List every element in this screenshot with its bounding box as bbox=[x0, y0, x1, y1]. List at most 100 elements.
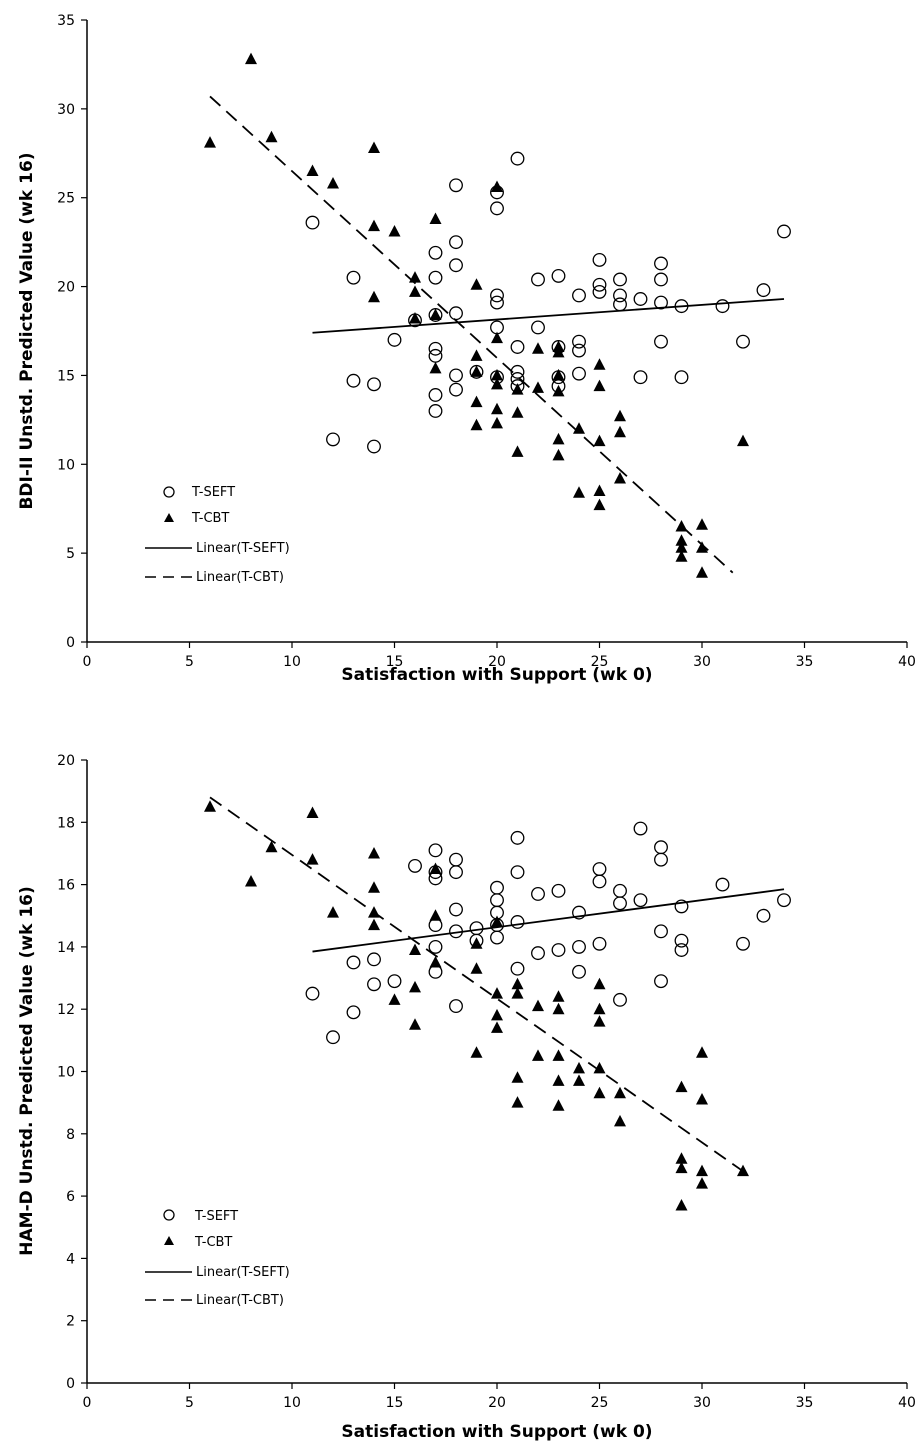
point-t-cbt bbox=[368, 906, 380, 918]
point-t-seft bbox=[551, 883, 566, 898]
x-tick-label: 35 bbox=[796, 1395, 814, 1411]
point-t-cbt bbox=[470, 395, 483, 408]
point-t-seft bbox=[449, 178, 463, 193]
legend-label-t-seft: T-SEFT bbox=[191, 485, 235, 500]
y-ticks: 0 5 10 15 20 25 30 35 bbox=[57, 13, 87, 651]
point-t-seft bbox=[387, 974, 402, 989]
x-tick-label: 40 bbox=[898, 1395, 916, 1411]
point-t-cbt bbox=[675, 519, 688, 532]
y-tick-label: 35 bbox=[57, 13, 75, 29]
point-t-seft bbox=[428, 245, 443, 260]
point-t-cbt bbox=[388, 993, 401, 1005]
point-t-seft bbox=[551, 268, 566, 283]
trendlines bbox=[209, 95, 785, 574]
point-t-seft bbox=[613, 883, 627, 898]
point-t-cbt bbox=[675, 550, 688, 562]
y-ticks: 0 2 4 6 8 10 12 14 16 18 20 bbox=[57, 753, 87, 1392]
point-t-cbt bbox=[573, 1061, 585, 1074]
point-t-seft bbox=[449, 382, 463, 397]
point-t-seft bbox=[490, 295, 504, 310]
point-t-seft bbox=[408, 858, 422, 873]
point-t-seft bbox=[387, 332, 402, 347]
point-t-cbt bbox=[573, 1074, 585, 1086]
y-tick-label: 5 bbox=[66, 546, 75, 562]
legend-marker-t-cbt bbox=[164, 1236, 174, 1245]
point-t-seft bbox=[654, 334, 668, 349]
point-t-cbt bbox=[470, 349, 483, 361]
point-t-seft bbox=[449, 258, 463, 273]
point-t-seft bbox=[613, 896, 627, 911]
point-t-cbt bbox=[532, 1049, 544, 1061]
point-t-cbt bbox=[696, 1093, 708, 1105]
point-t-cbt bbox=[511, 977, 524, 990]
point-t-cbt bbox=[491, 1008, 503, 1021]
y-axis-title: HAM-D Unstd. Predicted Value (wk 16) bbox=[17, 886, 37, 1255]
point-t-cbt bbox=[696, 566, 708, 578]
point-t-cbt bbox=[491, 180, 503, 193]
x-tick-label: 20 bbox=[488, 654, 506, 670]
point-t-seft bbox=[428, 843, 443, 858]
x-tick-label: 0 bbox=[83, 1395, 92, 1411]
point-t-seft bbox=[654, 840, 668, 855]
point-t-cbt bbox=[511, 383, 524, 395]
point-t-seft bbox=[449, 865, 463, 880]
point-t-seft bbox=[449, 368, 463, 383]
point-t-seft bbox=[346, 270, 361, 285]
point-t-seft bbox=[592, 874, 607, 889]
point-t-seft bbox=[531, 320, 545, 335]
y-tick-label: 25 bbox=[57, 191, 75, 207]
point-t-seft bbox=[715, 299, 730, 314]
point-t-cbt bbox=[696, 518, 708, 530]
point-t-seft bbox=[654, 974, 668, 989]
point-t-cbt bbox=[614, 409, 626, 422]
point-t-seft bbox=[592, 277, 607, 292]
x-tick-label: 0 bbox=[83, 654, 92, 670]
legend-label-linear-t-seft: Linear(T-SEFT) bbox=[196, 541, 290, 556]
point-t-seft bbox=[510, 915, 525, 929]
point-t-seft bbox=[592, 252, 607, 267]
legend-label-t-seft: T-SEFT bbox=[194, 1209, 238, 1224]
x-tick-label: 15 bbox=[386, 1395, 404, 1411]
point-t-cbt bbox=[491, 416, 503, 429]
point-t-cbt bbox=[470, 962, 483, 974]
x-ticks: 0 5 10 15 20 25 30 35 40 bbox=[83, 642, 916, 670]
point-t-cbt bbox=[429, 862, 442, 875]
point-t-cbt bbox=[552, 1099, 565, 1111]
point-t-cbt bbox=[409, 285, 421, 297]
point-t-cbt bbox=[511, 406, 524, 418]
y-tick-label: 4 bbox=[66, 1251, 75, 1267]
point-t-seft bbox=[592, 284, 607, 299]
point-t-cbt bbox=[511, 1096, 524, 1108]
point-t-seft bbox=[572, 334, 586, 349]
point-t-seft bbox=[510, 865, 525, 880]
point-t-cbt bbox=[491, 987, 503, 999]
point-t-seft bbox=[490, 893, 504, 908]
point-t-seft bbox=[654, 272, 668, 287]
point-t-seft bbox=[367, 952, 381, 967]
point-t-seft bbox=[449, 999, 463, 1014]
point-t-seft bbox=[449, 924, 463, 939]
point-t-cbt bbox=[614, 425, 626, 438]
point-t-cbt bbox=[491, 377, 503, 390]
point-t-cbt bbox=[368, 290, 380, 303]
point-t-cbt bbox=[368, 881, 380, 893]
point-t-cbt bbox=[675, 1198, 688, 1211]
point-t-seft bbox=[633, 893, 648, 908]
point-t-cbt bbox=[491, 1021, 503, 1033]
point-t-cbt bbox=[675, 1161, 688, 1174]
point-t-seft bbox=[428, 388, 443, 402]
point-t-cbt bbox=[696, 541, 708, 553]
point-t-cbt bbox=[265, 840, 278, 853]
point-t-cbt bbox=[593, 434, 606, 447]
y-tick-label: 12 bbox=[57, 1002, 75, 1018]
legend-marker-t-cbt bbox=[164, 513, 174, 522]
x-tick-label: 5 bbox=[185, 1395, 194, 1411]
point-t-seft bbox=[326, 1030, 340, 1045]
legend: T-SEFT T-CBT Linear(T-SEFT) Linear(T-CBT… bbox=[145, 1209, 290, 1308]
point-t-cbt bbox=[306, 806, 319, 818]
y-tick-label: 14 bbox=[57, 940, 75, 956]
point-t-seft bbox=[428, 348, 443, 363]
point-t-cbt bbox=[470, 418, 483, 431]
point-t-seft bbox=[449, 306, 463, 321]
point-t-cbt bbox=[409, 312, 421, 324]
